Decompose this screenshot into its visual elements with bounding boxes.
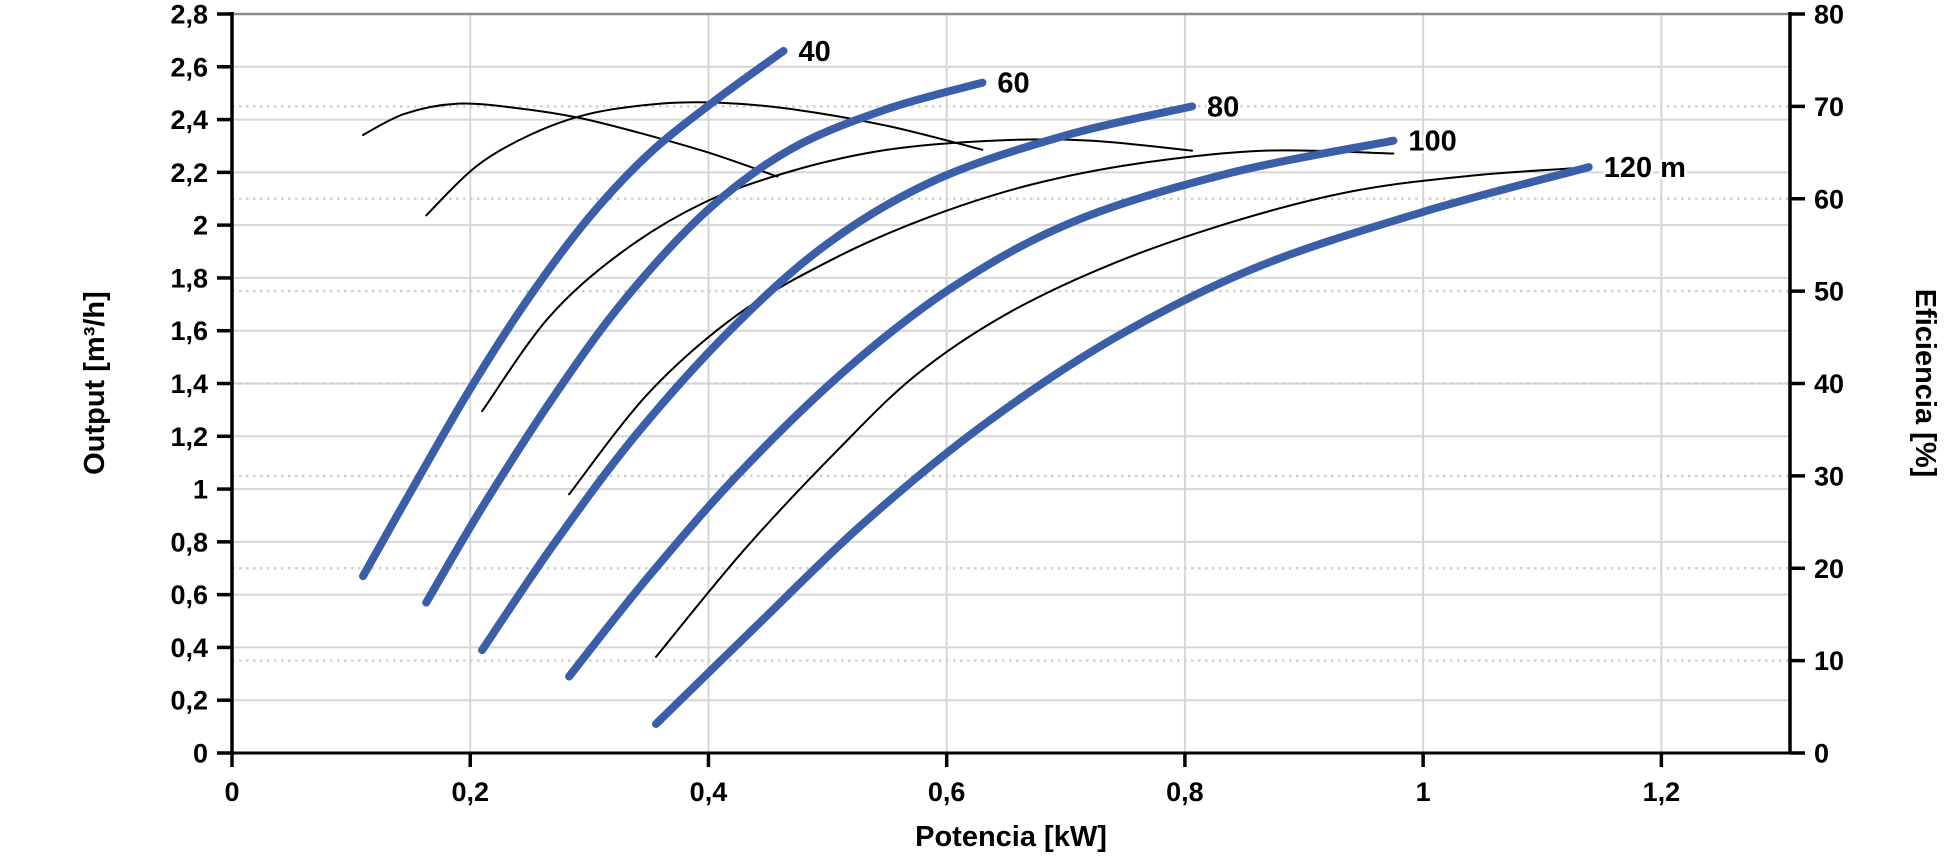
y-left-tick-label: 2,4 [170,105,208,135]
y-right-tick-label: 30 [1814,461,1844,491]
y-left-axis-title: Output [m³/h] [79,291,111,475]
x-tick-label: 0,4 [690,777,728,807]
x-tick-label: 0,8 [1166,777,1204,807]
y-left-tick-label: 2,6 [170,52,208,82]
y-left-tick-label: 1 [193,475,208,505]
efficiency-curves-layer [362,101,1590,658]
y-left-tick-label: 0,2 [170,686,208,716]
y-right-tick-label: 60 [1814,184,1844,214]
y-right-tick-label: 80 [1814,0,1844,30]
y-left-tick-label: 1,2 [170,422,208,452]
y-left-tick-label: 0,8 [170,527,208,557]
curve-label-80: 80 [1207,91,1239,123]
head-curve-100 [565,136,1398,681]
head-curve-60 [422,78,987,607]
tick-labels-layer: 2,8 2,6 2,4 2,2 2 1,8 1,6 1,4 1,2 1 0,8 0,6 0,4 0,2 0 8… [170,0,1844,807]
efficiency-curve-80 [481,138,1194,413]
y-right-tick-label: 0 [1814,739,1829,769]
efficiency-curve-120 [655,166,1590,658]
curve-label-100: 100 [1408,126,1456,158]
x-tick-label: 1,2 [1643,777,1681,807]
y-right-tick-label: 50 [1814,277,1844,307]
x-tick-label: 0,2 [451,777,489,807]
ticks-layer [217,12,1805,767]
y-left-tick-label: 1,6 [170,316,208,346]
y-left-tick-label: 2,8 [170,0,208,30]
efficiency-curve-100 [568,149,1395,496]
efficiency-curve-40 [362,102,779,178]
x-tick-label: 0 [224,777,239,807]
y-right-tick-label: 20 [1814,554,1844,584]
y-right-axis-title: Eficiencia [%] [1909,289,1941,478]
curve-labels-layer: 40 60 80 100 120 m [796,33,1688,186]
curve-label-60: 60 [997,68,1029,100]
head-curves-layer [359,46,1593,728]
y-left-tick-label: 2 [193,211,208,241]
y-left-tick-label: 1,8 [170,263,208,293]
head-curve-120-m [652,163,1593,728]
curve-label-120-m: 120 m [1604,152,1686,184]
efficiency-curve-60 [425,101,984,217]
y-left-tick-label: 2,2 [170,158,208,188]
gridlines-layer [232,14,1790,753]
y-right-tick-label: 40 [1814,369,1844,399]
head-curve-80 [478,102,1197,655]
y-left-tick-label: 0,4 [170,633,208,663]
y-left-tick-label: 0,6 [170,580,208,610]
y-left-tick-label: 0 [193,739,208,769]
y-right-tick-label: 70 [1814,92,1844,122]
x-axis-title: Potencia [kW] [915,821,1107,853]
x-tick-label: 1 [1416,777,1431,807]
curve-label-40: 40 [798,36,830,68]
head-curve-40 [359,46,788,581]
x-tick-label: 0,6 [928,777,966,807]
y-right-tick-label: 10 [1814,646,1844,676]
y-left-tick-label: 1,4 [170,369,208,399]
